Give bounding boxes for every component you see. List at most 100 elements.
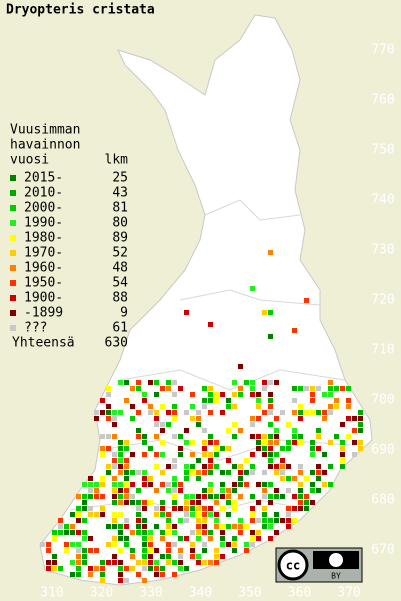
observation-square — [202, 398, 207, 403]
observation-square — [172, 500, 177, 505]
observation-square — [226, 494, 231, 499]
observation-square — [70, 530, 75, 535]
observation-square — [274, 416, 279, 421]
legend-count: 9 — [120, 306, 128, 321]
observation-square — [100, 410, 105, 415]
observation-square — [118, 488, 123, 493]
observation-square — [268, 446, 273, 451]
observation-square — [118, 548, 123, 553]
observation-square — [202, 446, 207, 451]
observation-square — [154, 452, 159, 457]
observation-square — [190, 404, 195, 409]
observation-square — [208, 494, 213, 499]
observation-square — [220, 536, 225, 541]
observation-square — [292, 440, 297, 445]
observation-square — [226, 500, 231, 505]
observation-square — [220, 482, 225, 487]
observation-square — [142, 440, 147, 445]
observation-square — [46, 542, 51, 547]
observation-square — [226, 470, 231, 475]
observation-square — [82, 560, 87, 565]
observation-square — [202, 494, 207, 499]
observation-square — [142, 476, 147, 481]
observation-square — [202, 512, 207, 517]
observation-square — [304, 494, 309, 499]
observation-square — [340, 386, 345, 391]
observation-square — [172, 464, 177, 469]
observation-square — [250, 416, 255, 421]
observation-square — [154, 548, 159, 553]
observation-square — [178, 548, 183, 553]
observation-square — [196, 422, 201, 427]
observation-square — [298, 470, 303, 475]
observation-square — [220, 530, 225, 535]
observation-square — [250, 422, 255, 427]
observation-square — [238, 524, 243, 529]
observation-square — [250, 542, 255, 547]
observation-square — [274, 494, 279, 499]
observation-square — [166, 386, 171, 391]
observation-square — [304, 476, 309, 481]
observation-square — [358, 410, 363, 415]
observation-square — [106, 410, 111, 415]
observation-square — [190, 512, 195, 517]
observation-square — [304, 298, 309, 303]
observation-square — [286, 440, 291, 445]
observation-square — [142, 392, 147, 397]
observation-square — [232, 500, 237, 505]
observation-square — [118, 560, 123, 565]
observation-square — [112, 524, 117, 529]
observation-square — [202, 524, 207, 529]
observation-square — [334, 434, 339, 439]
observation-square — [178, 518, 183, 523]
observation-square — [94, 566, 99, 571]
observation-square — [124, 566, 129, 571]
observation-square — [340, 446, 345, 451]
y-axis-label: 730 — [371, 243, 394, 258]
observation-square — [316, 488, 321, 493]
observation-square — [268, 500, 273, 505]
legend-label: 2010- — [24, 186, 63, 201]
observation-square — [154, 410, 159, 415]
x-axis-label: 310 — [40, 586, 63, 601]
observation-square — [160, 566, 165, 571]
observation-square — [106, 392, 111, 397]
observation-square — [190, 470, 195, 475]
observation-square — [76, 518, 81, 523]
observation-square — [208, 464, 213, 469]
observation-square — [70, 524, 75, 529]
observation-square — [220, 524, 225, 529]
border — [179, 289, 321, 306]
observation-square — [268, 404, 273, 409]
observation-square — [226, 428, 231, 433]
observation-square — [244, 482, 249, 487]
observation-square — [130, 470, 135, 475]
observation-square — [172, 392, 177, 397]
observation-square — [280, 410, 285, 415]
observation-square — [286, 488, 291, 493]
observation-square — [100, 482, 105, 487]
observation-square — [172, 572, 177, 577]
observation-square — [160, 506, 165, 511]
observation-square — [70, 542, 75, 547]
border — [119, 369, 346, 391]
observation-square — [262, 482, 267, 487]
observation-square — [316, 476, 321, 481]
observation-square — [106, 404, 111, 409]
observation-square — [274, 452, 279, 457]
observation-square — [292, 410, 297, 415]
legend-swatch — [10, 220, 16, 226]
observation-square — [268, 392, 273, 397]
observation-square — [358, 416, 363, 421]
observation-square — [70, 572, 75, 577]
observation-square — [340, 458, 345, 463]
observation-square — [172, 542, 177, 547]
observation-square — [154, 488, 159, 493]
observation-square — [130, 494, 135, 499]
observation-square — [166, 530, 171, 535]
observation-square — [160, 500, 165, 505]
observation-square — [346, 398, 351, 403]
observation-square — [208, 560, 213, 565]
observation-square — [184, 440, 189, 445]
observation-square — [148, 500, 153, 505]
